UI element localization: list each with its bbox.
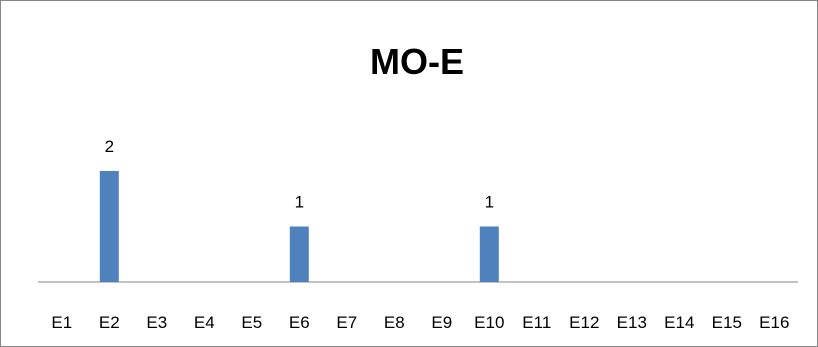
x-tick-label-e11: E11 bbox=[522, 313, 551, 332]
x-tick-label-e1: E1 bbox=[51, 313, 72, 332]
x-tick-label-e16: E16 bbox=[759, 313, 789, 332]
chart-title: MO-E bbox=[370, 41, 464, 82]
data-labels-group: 2 1 1 bbox=[105, 137, 494, 212]
x-tick-label-e3: E3 bbox=[146, 313, 167, 332]
x-tick-label-e5: E5 bbox=[241, 313, 262, 332]
x-tick-label-e12: E12 bbox=[569, 313, 599, 332]
x-tick-label-e15: E15 bbox=[712, 313, 742, 332]
x-tick-label-e4: E4 bbox=[194, 313, 215, 332]
data-label-e2: 2 bbox=[105, 137, 114, 156]
bar-e2 bbox=[99, 171, 119, 282]
x-tick-label-e2: E2 bbox=[99, 313, 120, 332]
x-tick-labels-group: E1 E2 E3 E4 E5 E6 E7 E8 E9 E10 E11 E12 E13 E14 E15 E16 bbox=[51, 313, 789, 332]
bar-e6 bbox=[289, 226, 309, 282]
x-tick-label-e10: E10 bbox=[474, 313, 504, 332]
x-tick-label-e8: E8 bbox=[384, 313, 405, 332]
data-label-e6: 1 bbox=[295, 193, 304, 212]
x-tick-label-e13: E13 bbox=[617, 313, 647, 332]
x-tick-label-e6: E6 bbox=[289, 313, 310, 332]
data-label-e10: 1 bbox=[485, 193, 494, 212]
x-tick-label-e9: E9 bbox=[431, 313, 452, 332]
bars-group bbox=[99, 171, 499, 282]
x-tick-label-e14: E14 bbox=[664, 313, 694, 332]
bar-e10 bbox=[479, 226, 499, 282]
x-tick-label-e7: E7 bbox=[336, 313, 357, 332]
